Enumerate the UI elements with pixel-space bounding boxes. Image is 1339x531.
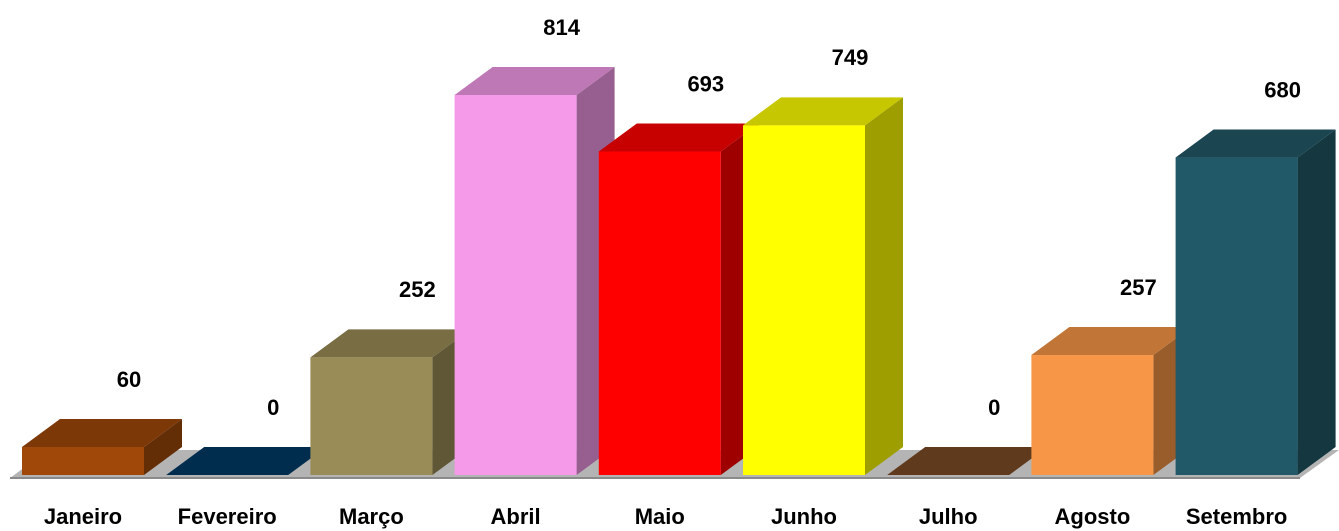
value-label: 257 (1120, 275, 1157, 300)
x-tick-label: Maio (635, 504, 685, 529)
bar-top (598, 123, 759, 152)
bar-side (144, 418, 182, 475)
bar-top (310, 329, 471, 358)
x-tick-label: Junho (771, 504, 837, 529)
bar-side (865, 97, 903, 475)
value-label: 60 (117, 367, 141, 392)
bar (743, 125, 865, 475)
value-label: 814 (543, 15, 580, 40)
x-tick-label: Abril (491, 504, 541, 529)
bar-top (166, 447, 327, 475)
bar (1175, 157, 1298, 475)
bar-top (1175, 129, 1336, 158)
bar (310, 357, 433, 475)
bar-top (22, 418, 182, 447)
bar-top (454, 67, 615, 95)
bar (22, 446, 144, 475)
x-tick-label: Agosto (1055, 504, 1131, 529)
value-label: 0 (267, 395, 279, 420)
x-tick-label: Março (339, 504, 404, 529)
value-label: 0 (988, 395, 1000, 420)
value-label: 749 (832, 45, 869, 70)
bar-top (887, 447, 1048, 475)
bar (598, 151, 721, 475)
bar (454, 95, 577, 475)
value-label: 252 (399, 277, 436, 302)
value-label: 680 (1264, 77, 1301, 102)
bar-top (743, 97, 903, 126)
x-tick-label: Janeiro (44, 504, 122, 529)
bar-side (1297, 129, 1336, 475)
x-tick-label: Setembro (1186, 504, 1287, 529)
bar (1031, 355, 1154, 475)
x-tick-label: Julho (919, 504, 978, 529)
x-tick-label: Fevereiro (178, 504, 277, 529)
bar-top (1031, 327, 1192, 356)
value-label: 693 (687, 71, 724, 96)
